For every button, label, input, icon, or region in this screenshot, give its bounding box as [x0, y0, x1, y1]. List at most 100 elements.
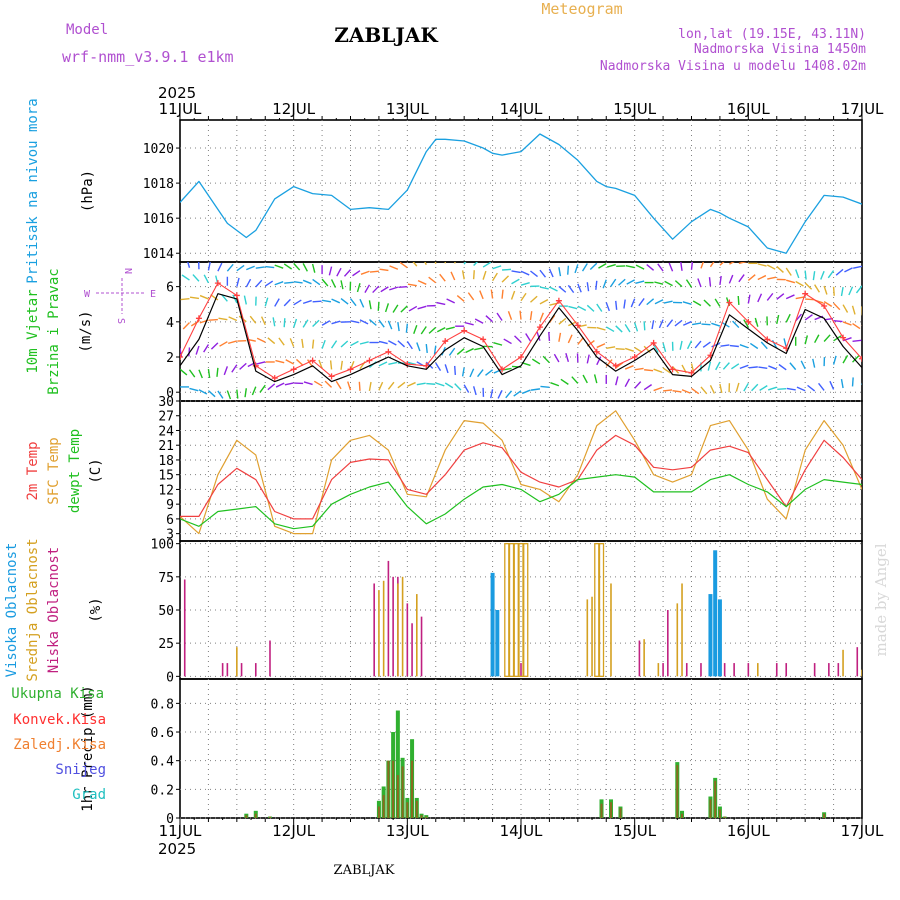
mid-cloud-bar: [416, 594, 418, 677]
wind-ytick-label: 0: [166, 386, 174, 401]
wind-direction-barb: [519, 310, 522, 320]
mid-cloud-bar: [842, 649, 844, 677]
wind-direction-barb: [568, 305, 578, 310]
wind-direction-barb: [707, 361, 712, 371]
wind-direction-barb: [293, 262, 301, 271]
wind-direction-barb: [359, 319, 369, 325]
wind-direction-barb: [426, 382, 436, 385]
wind-direction-barb: [236, 389, 239, 399]
wind-direction-barb: [485, 369, 494, 376]
precip-conv-bar: [723, 816, 726, 818]
wind-direction-barb: [472, 270, 475, 280]
wind-direction-barb: [378, 381, 384, 391]
compass-east: E: [150, 289, 156, 300]
date-label: 15JUL: [613, 822, 656, 840]
wind-direction-barb: [244, 388, 247, 398]
wind-direction-barb: [672, 389, 682, 393]
mid-cloud-bar: [397, 583, 399, 677]
wind-direction-barb: [207, 262, 211, 271]
wind-gust-point: [764, 336, 771, 343]
wind-direction-barb: [820, 270, 825, 280]
wind-direction-barb: [274, 264, 284, 269]
wind-direction-barb: [503, 338, 512, 345]
wind-direction-barb: [428, 276, 437, 284]
wind-direction-barb: [388, 361, 398, 366]
legend-konvek-kisa: Konvek.Kisa: [13, 712, 106, 728]
wind-direction-barb: [324, 380, 333, 388]
wind-direction-barb: [749, 342, 759, 350]
footer-station: ZABLJAK: [334, 863, 395, 878]
wind-direction-barb: [577, 305, 587, 312]
wind-direction-barb: [731, 363, 740, 370]
wind-direction-barb: [635, 264, 645, 270]
compass-rose: N S W E: [84, 268, 156, 324]
wind-direction-barb: [217, 262, 223, 272]
wind-direction-barb: [662, 367, 671, 374]
precip-legend: Ukupna Kisa Konvek.Kisa Zaledj.Kisa Snij…: [11, 686, 106, 803]
wind-direction-barb: [539, 286, 549, 290]
low-cloud-bar: [406, 603, 409, 677]
wind-direction-barb: [251, 386, 257, 396]
wind-direction-barb: [674, 280, 683, 288]
wind-direction-barb: [795, 269, 800, 279]
wind-direction-barb: [408, 305, 418, 312]
station-coords: lon,lat (19.15E, 43.11N): [678, 27, 866, 42]
wind-direction-barb: [624, 378, 631, 388]
date-label: 17JUL: [841, 822, 884, 840]
mid-cloud-bar: [598, 543, 605, 677]
wind-direction-barb: [738, 274, 745, 283]
wind-direction-barb: [189, 296, 200, 300]
wind-gust-point: [612, 362, 619, 369]
precip-conv-bar: [392, 760, 395, 818]
wind-direction-barb: [536, 331, 541, 341]
mid-cloud-bar: [513, 543, 519, 677]
wind-direction-barb: [482, 262, 492, 268]
wind-direction-barb: [501, 289, 504, 299]
pressure-ytick-label: 1018: [143, 177, 174, 192]
wind-direction-barb: [853, 265, 862, 269]
clouds-ytick-label: 100: [151, 538, 174, 553]
wind-direction-barb: [574, 264, 579, 274]
wind-direction-barb: [463, 384, 470, 393]
compass-north: N: [122, 268, 133, 274]
wind-direction-barb: [754, 317, 759, 327]
wind-direction-barb: [302, 279, 312, 285]
wind-direction-barb: [397, 381, 406, 389]
wind-direction-barb: [444, 382, 454, 389]
wind-direction-barb: [311, 263, 316, 273]
wind-direction-barb: [729, 344, 739, 348]
wind-direction-barb: [691, 387, 700, 395]
wind-ylabel: 10m Vjetar: [25, 289, 41, 373]
wind-direction-barb: [387, 320, 393, 330]
wind-direction-barb: [412, 262, 418, 267]
wind-direction-barb: [265, 265, 275, 269]
precip-conv-bar: [254, 813, 257, 818]
wind-direction-barb: [786, 279, 796, 284]
wind-direction-barb: [567, 334, 573, 344]
wind-direction-barb: [343, 269, 352, 277]
wind-direction-barb: [321, 299, 332, 303]
date-label: 17JUL: [841, 100, 884, 118]
wind-gust-point: [309, 357, 316, 364]
wind-direction-barb: [491, 272, 498, 282]
wind-direction-barb: [737, 295, 740, 306]
high-cloud-bar: [490, 572, 495, 677]
wind-direction-barb: [356, 283, 361, 293]
model-altitude: Nadmorska Visina u modelu 1408.02m: [600, 59, 866, 74]
mid-cloud-bar: [591, 596, 593, 677]
low-cloud-bar: [221, 663, 224, 677]
temperature-ytick-label: 21: [158, 439, 174, 454]
wind-direction-barb: [493, 341, 503, 346]
wind-direction-barb: [181, 274, 190, 281]
temperature-ylabel: dewpt Temp: [67, 429, 83, 513]
wind-ytick-label: 4: [166, 316, 174, 331]
wind-direction-barb: [638, 298, 645, 307]
wind-direction-barb: [469, 368, 475, 378]
wind-direction-barb: [450, 271, 456, 281]
clouds-ytick-label: 25: [158, 637, 174, 652]
precip-conv-bar: [718, 809, 721, 818]
wind-direction-barb: [210, 342, 219, 350]
wind-direction-barb: [719, 383, 723, 393]
wind-direction-barb: [785, 267, 792, 276]
